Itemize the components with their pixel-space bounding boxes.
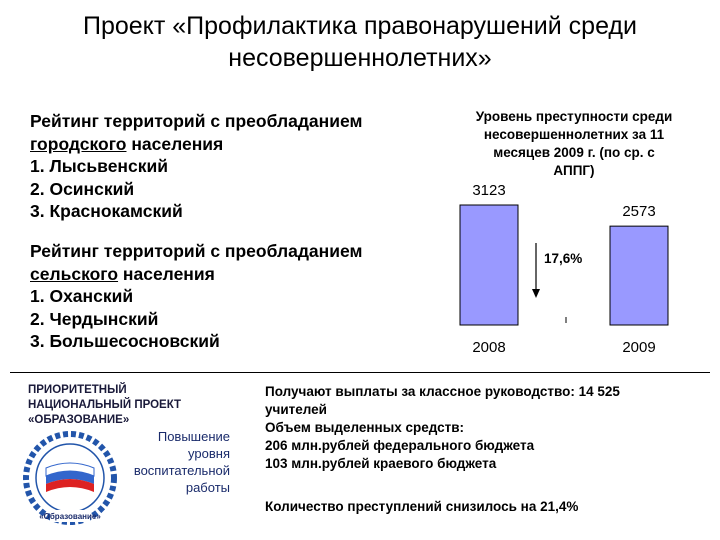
- chart-title-line-2: несовершеннолетних за 11: [483, 127, 665, 142]
- ranking-urban-item-3: 3. Краснокамский: [30, 201, 183, 221]
- funding-info: Получают выплаты за классное руководство…: [265, 383, 715, 473]
- funding-info-line-5: 103 млн.рублей краевого бюджета: [265, 456, 497, 471]
- ranking-urban-item-1: 1. Лысьвенский: [30, 156, 169, 176]
- chart-title-line-1: Уровень преступности среди: [475, 109, 673, 124]
- chart-title: Уровень преступности среди несовершеннол…: [438, 108, 710, 180]
- logo-caption-line-2: уровня: [188, 446, 230, 461]
- crime-reduction-result: Количество преступлений снизилось на 21,…: [265, 499, 579, 514]
- funding-info-line-3: Объем выделенных средств:: [265, 420, 465, 435]
- priority-project-line-3: «ОБРАЗОВАНИЕ»: [28, 414, 130, 426]
- logo-caption-line-4: работы: [185, 480, 230, 495]
- ranking-rural-underlined: сельского: [30, 263, 119, 284]
- ranking-urban-item-2: 2. Осинский: [30, 178, 135, 199]
- data-label-2009: 2573: [622, 203, 655, 220]
- funding-info-line-1: Получают выплаты за классное руководство…: [265, 384, 620, 399]
- x-tick-2008: 2008: [472, 339, 505, 356]
- ranking-urban: Рейтинг территорий с преобладанием город…: [30, 110, 430, 223]
- ranking-rural-item-3: 3. Большесосновский: [30, 331, 220, 351]
- ranking-rural-item-2: 2. Чердынский: [30, 308, 159, 329]
- section-divider: [10, 372, 710, 373]
- bar-2009: [609, 225, 669, 326]
- logo-caption-line-3: воспитательной: [133, 463, 230, 478]
- page-title-line-1: Проект «Профилактика правонарушений сред…: [82, 12, 637, 40]
- funding-info-line-4: 206 млн.рублей федерального бюджета: [265, 438, 535, 453]
- chart-title-line-4: АППГ): [553, 163, 595, 178]
- education-project-logo: «Образование»: [23, 431, 117, 525]
- ranking-urban-underlined: городского: [30, 133, 127, 154]
- decrease-percent-annotation: 17,6%: [544, 251, 582, 266]
- chart-title-line-3: месяцев 2009 г. (по ср. с: [493, 145, 655, 160]
- priority-project-line-2: НАЦИОНАЛЬНЫЙ ПРОЕКТ: [28, 399, 182, 411]
- ranking-urban-heading-2: городского населения: [30, 133, 430, 156]
- decrease-arrow-head: [532, 289, 540, 298]
- ranking-rural-heading-1: Рейтинг территорий с преобладанием: [30, 241, 363, 261]
- ranking-rural-heading-suffix: населения: [118, 263, 215, 284]
- priority-project-heading: ПРИОРИТЕТНЫЙ НАЦИОНАЛЬНЫЙ ПРОЕКТ «ОБРАЗО…: [28, 383, 238, 428]
- ranking-urban-heading-suffix: населения: [126, 133, 224, 154]
- ranking-rural-item-1: 1. Оханский: [30, 286, 134, 306]
- x-tick-2009: 2009: [622, 339, 655, 356]
- data-label-2008: 3123: [472, 182, 505, 199]
- logo-text: «Образование»: [39, 512, 101, 521]
- ranking-urban-heading-1: Рейтинг территорий с преобладанием: [30, 111, 363, 131]
- priority-project-line-1: ПРИОРИТЕТНЫЙ: [28, 384, 127, 396]
- logo-caption: Повышение уровня воспитательной работы: [112, 428, 230, 496]
- crime-bar-chart: 3123 2008 2573 2009 17,6%: [459, 182, 669, 356]
- ranking-rural: Рейтинг территорий с преобладанием сельс…: [30, 240, 430, 353]
- page-title: Проект «Профилактика правонарушений сред…: [0, 10, 720, 74]
- funding-info-line-2: учителей: [265, 402, 327, 417]
- ranking-rural-heading-2: сельского населения: [30, 263, 430, 286]
- page-title-line-2: несовершеннолетних»: [228, 44, 492, 72]
- logo-caption-line-1: Повышение: [157, 429, 230, 444]
- bar-2008: [459, 204, 519, 326]
